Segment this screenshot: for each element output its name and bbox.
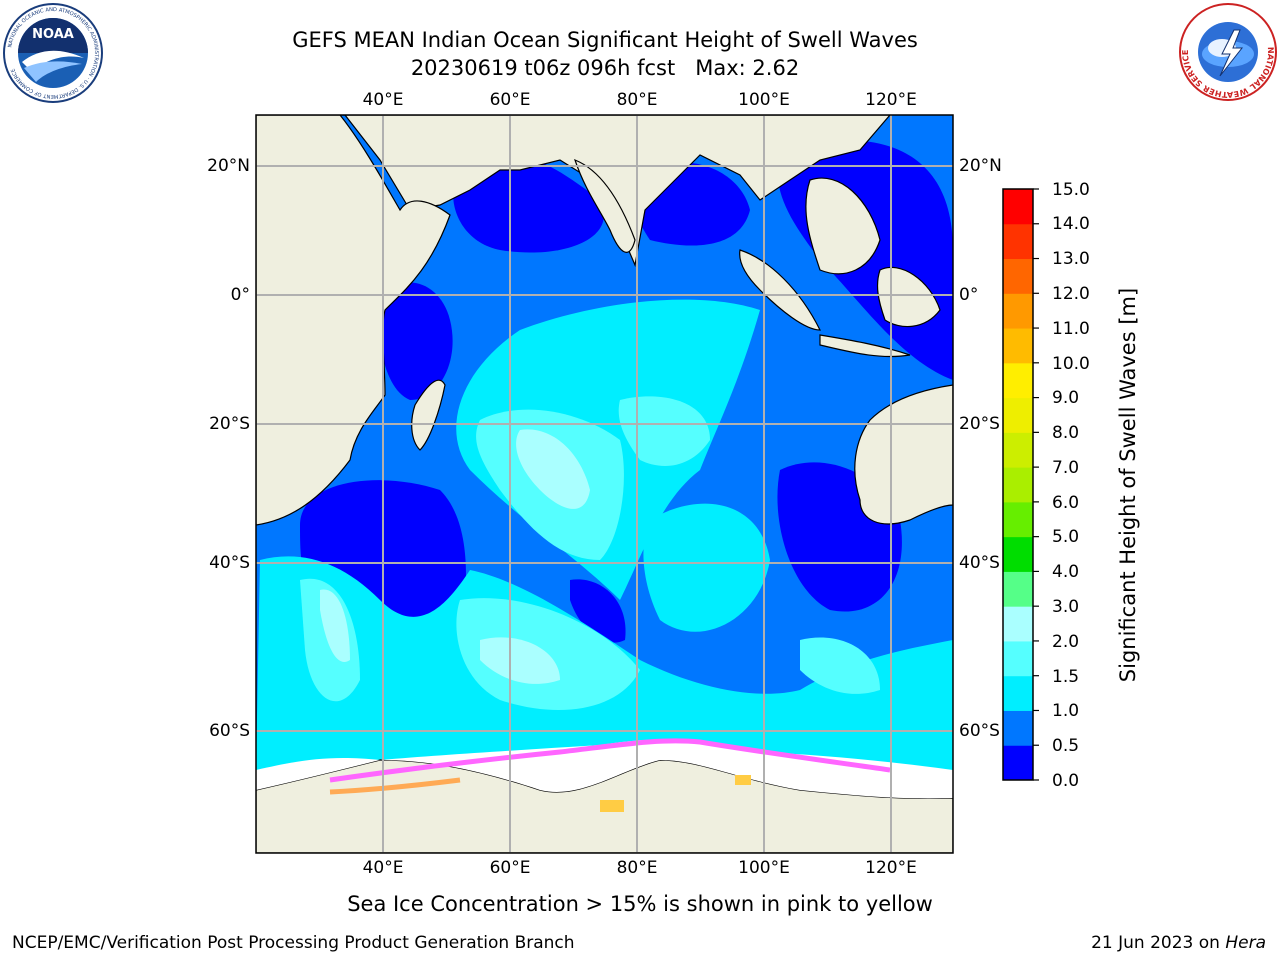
- land-africa: [256, 115, 451, 526]
- lon-label-bottom: 40°E: [362, 858, 404, 878]
- colorbar-tick-label: 13.0: [1052, 249, 1090, 269]
- lat-label-left: 20°S: [209, 414, 250, 434]
- colorbar-bin: [1003, 397, 1033, 433]
- sea-ice-caption: Sea Ice Concentration > 15% is shown in …: [347, 892, 933, 916]
- swell-mid-east: [643, 503, 770, 632]
- land-java: [819, 334, 911, 358]
- colorbar-bin: [1003, 745, 1033, 781]
- footer-date: 21 Jun 2023 on Hera: [1091, 933, 1266, 953]
- colorbar-bin: [1003, 536, 1033, 572]
- colorbar-frame: [1002, 188, 1034, 781]
- colorbar-tick-label: 0.0: [1052, 771, 1080, 791]
- lon-label-bottom: 120°E: [865, 858, 917, 878]
- sea-ice-edge: [329, 738, 891, 783]
- colorbar-bin: [1003, 362, 1033, 399]
- colorbar-bin: [1003, 675, 1033, 711]
- colorbar-tick-label: 6.0: [1052, 493, 1080, 513]
- map-field: [256, 115, 953, 853]
- colorbar-bin: [1003, 501, 1033, 538]
- land-australia: [854, 384, 953, 525]
- sea-ice-high: [329, 777, 461, 795]
- lat-label-right: 0°: [959, 285, 979, 305]
- swell-low-madagascar: [378, 282, 453, 400]
- lon-label-bottom: 60°E: [489, 858, 531, 878]
- colorbar-bin: [1003, 606, 1033, 642]
- swell-hi-central-e: [618, 396, 710, 466]
- colorbar-bin: [1003, 432, 1033, 468]
- lat-label-right: 20°N: [959, 156, 1002, 176]
- colorbar-tick-label: 9.0: [1052, 388, 1080, 408]
- lat-label-right: 20°S: [959, 414, 1000, 434]
- colorbar: [1002, 188, 1039, 781]
- land-borneo: [876, 266, 941, 328]
- swell-low-arabian: [453, 153, 604, 253]
- lon-label-top: 80°E: [616, 90, 658, 110]
- lat-label-left: 20°N: [207, 156, 250, 176]
- lon-label-top: 100°E: [738, 90, 790, 110]
- lon-label-top: 40°E: [362, 90, 404, 110]
- lon-label-top: 60°E: [489, 90, 531, 110]
- sea-ice-patch-2: [735, 775, 751, 785]
- colorbar-tick-label: 5.0: [1052, 527, 1080, 547]
- colorbar-tick-label: 11.0: [1052, 319, 1090, 339]
- colorbar-tick-label: 0.5: [1052, 736, 1080, 756]
- land-india: [574, 158, 636, 253]
- colorbar-bin: [1003, 258, 1033, 294]
- noaa-logo: NATIONAL OCEANIC AND ATMOSPHERIC ADMINIS…: [3, 3, 103, 103]
- colorbar-bin: [1003, 189, 1033, 225]
- lon-label-bottom: 80°E: [616, 858, 658, 878]
- noaa-logo-text: NOAA: [32, 27, 74, 42]
- swell-hi-se: [800, 637, 880, 694]
- colorbar-tick-label: 12.0: [1052, 284, 1090, 304]
- lat-label-right: 40°S: [959, 553, 1000, 573]
- forecast-label: 20230619 t06z 096h fcst: [410, 56, 676, 80]
- lon-label-top: 120°E: [865, 90, 917, 110]
- colorbar-bin: [1003, 467, 1033, 503]
- swell-peak-s: [480, 637, 560, 684]
- colorbar-tick-label: 7.0: [1052, 458, 1080, 478]
- colorbar-title: Significant Height of Swell Waves [m]: [1116, 287, 1140, 683]
- colorbar-bin: [1003, 710, 1033, 746]
- colorbar-tick-label: 1.5: [1052, 667, 1080, 687]
- colorbar-tick-label: 15.0: [1052, 180, 1090, 200]
- lon-label-bottom: 100°E: [738, 858, 790, 878]
- colorbar-bin: [1003, 640, 1033, 677]
- footer-date-text: 21 Jun 2023 on: [1091, 933, 1220, 953]
- nws-logo: NATIONAL WEATHER SERVICE: [1179, 3, 1277, 101]
- colorbar-bin: [1003, 223, 1033, 260]
- colorbar-tick-label: 3.0: [1052, 597, 1080, 617]
- colorbar-tick-label: 10.0: [1052, 354, 1090, 374]
- swell-hi-s: [456, 598, 640, 710]
- swell-peak-central: [516, 429, 590, 509]
- chart-title: GEFS MEAN Indian Ocean Significant Heigh…: [292, 28, 918, 52]
- footer-credit: NCEP/EMC/Verification Post Processing Pr…: [12, 933, 575, 953]
- colorbar-tick-label: 8.0: [1052, 423, 1080, 443]
- lat-label-left: 40°S: [209, 553, 250, 573]
- colorbar-bin: [1003, 293, 1033, 329]
- colorbar-bin: [1003, 571, 1033, 607]
- colorbar-tick-label: 2.0: [1052, 632, 1080, 652]
- max-label: Max: 2.62: [695, 56, 800, 80]
- footer-machine: Hera: [1225, 933, 1266, 953]
- land-indochina: [805, 177, 881, 275]
- lat-label-right: 60°S: [959, 721, 1000, 741]
- colorbar-tick-label: 4.0: [1052, 562, 1080, 582]
- swell-peak-sw: [320, 589, 350, 662]
- lat-label-left: 60°S: [209, 721, 250, 741]
- swell-low-kerguelen: [570, 579, 626, 643]
- map-frame: [255, 114, 954, 854]
- colorbar-bin: [1003, 328, 1033, 364]
- graticule: [256, 115, 953, 853]
- land-sumatra: [739, 249, 821, 331]
- chart-subtitle: 20230619 t06z 096h fcst Max: 2.62: [0, 55, 1210, 81]
- sea-ice-patch: [600, 800, 624, 812]
- colorbar-tick-label: 14.0: [1052, 214, 1090, 234]
- colorbar-tick-label: 1.0: [1052, 701, 1080, 721]
- lat-label-left: 0°: [230, 285, 250, 305]
